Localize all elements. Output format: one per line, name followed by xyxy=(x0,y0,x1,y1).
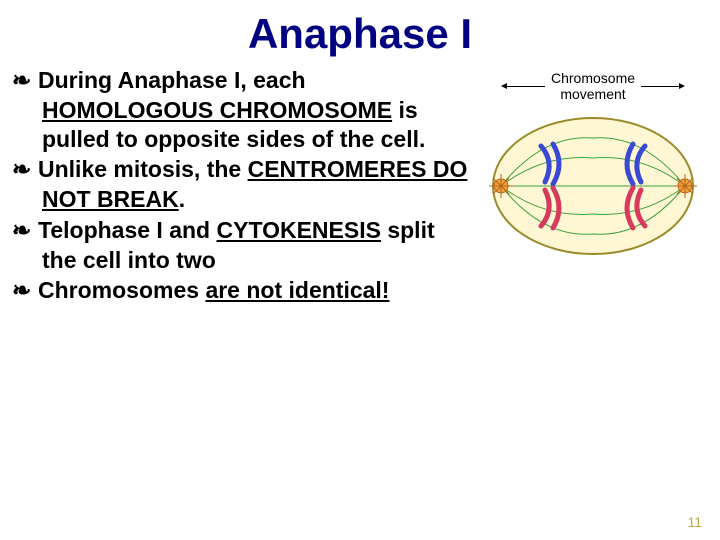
bullet-marker-icon: ❧ xyxy=(12,277,38,306)
bullet-marker-icon: ❧ xyxy=(12,217,38,246)
bullet-text-underline: CYTOKENESIS xyxy=(217,217,381,243)
diagram-label-text: Chromosomemovement xyxy=(551,70,635,102)
bullet-text-underline: are not identical! xyxy=(205,277,389,303)
bullet-text-pre: Telophase I and xyxy=(38,217,217,243)
bullet-item: ❧During Anaphase I, each HOMOLOGOUS CHRO… xyxy=(12,66,470,153)
arrow-right-icon xyxy=(641,86,679,87)
bullet-item: ❧Telophase I and CYTOKENESIS split the c… xyxy=(12,216,470,275)
diagram-arrow-label: Chromosomemovement xyxy=(478,70,708,102)
anaphase-cell-diagram xyxy=(483,104,703,264)
bullet-item: ❧Chromosomes are not identical! xyxy=(12,276,470,306)
bullet-text-pre: Chromosomes xyxy=(38,277,205,303)
bullet-text-underline: HOMOLOGOUS CHROMOSOME xyxy=(42,97,392,123)
text-column: ❧During Anaphase I, each HOMOLOGOUS CHRO… xyxy=(12,66,478,308)
page-number: 11 xyxy=(687,514,702,530)
bullet-text-pre: Unlike mitosis, the xyxy=(38,156,248,182)
page-title: Anaphase I xyxy=(0,0,720,66)
bullet-marker-icon: ❧ xyxy=(12,67,38,96)
bullet-marker-icon: ❧ xyxy=(12,156,38,185)
diagram-column: Chromosomemovement xyxy=(478,66,708,308)
arrow-left-icon xyxy=(507,86,545,87)
bullet-text-pre: During Anaphase I, each xyxy=(38,67,306,93)
bullet-item: ❧Unlike mitosis, the CENTROMERES DO NOT … xyxy=(12,155,470,214)
bullet-text-post: . xyxy=(179,186,185,212)
content-area: ❧During Anaphase I, each HOMOLOGOUS CHRO… xyxy=(0,66,720,308)
